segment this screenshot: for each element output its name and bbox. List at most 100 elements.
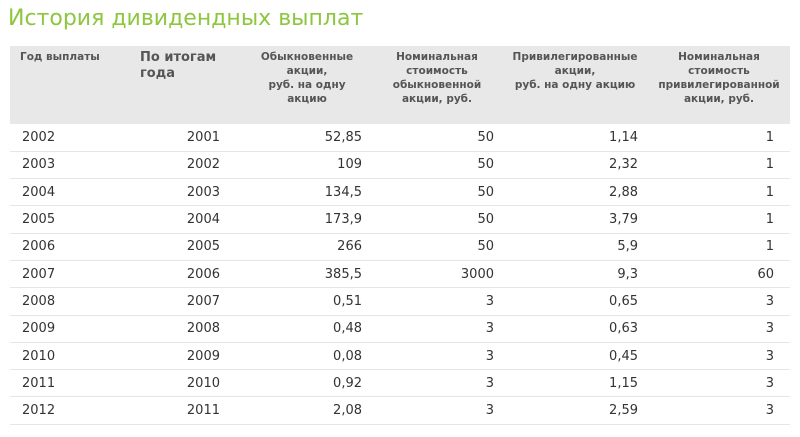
table-row: 2009 2008 0,48 3 0,63 3	[10, 315, 790, 343]
table-row: 2010 2009 0,08 3 0,45 3	[10, 342, 790, 371]
header-line: акцию	[287, 93, 327, 105]
cell-payment-year: 2003	[10, 151, 132, 180]
cell-common-nominal: 3	[372, 369, 502, 398]
table-row: 2006 2005 266 50 5,9 1	[10, 233, 790, 261]
cell-common-nominal: 50	[372, 151, 502, 180]
cell-preferred-dividend: 5,9	[502, 233, 648, 261]
table-row: 2012 2011 2,08 3 2,59 3	[10, 396, 790, 425]
cell-preferred-nominal: 3	[648, 396, 790, 425]
cell-common-dividend: 0,51	[242, 287, 372, 316]
table-row: 2007 2006 385,5 3000 9,3 60	[10, 260, 790, 289]
cell-common-nominal: 3	[372, 287, 502, 316]
header-line: Привилегированные	[512, 51, 638, 63]
cell-common-dividend: 173,9	[242, 205, 372, 234]
header-line: Обыкновенные	[260, 51, 354, 63]
header-common-nominal: Номинальная стоимость обыкновенной акции, р…	[372, 46, 502, 124]
header-line: стоимость	[406, 65, 468, 77]
header-line: Номинальная	[396, 51, 478, 63]
header-results-year: По итогам года	[132, 46, 242, 124]
cell-results-year: 2006	[132, 260, 242, 289]
table-header: Год выплаты По итогам года Обыкновенные ак…	[10, 46, 790, 124]
table-body: 2002 2001 52,85 50 1,14 1 2003 2002 109 50 2,32 1 20…	[10, 124, 790, 425]
cell-results-year: 2001	[132, 124, 242, 152]
header-line: руб. на одну	[268, 79, 346, 91]
cell-preferred-nominal: 1	[648, 205, 790, 234]
cell-common-nominal: 50	[372, 178, 502, 207]
cell-payment-year: 2006	[10, 233, 132, 261]
cell-preferred-nominal: 60	[648, 260, 790, 289]
cell-results-year: 2011	[132, 396, 242, 425]
cell-preferred-nominal: 3	[648, 342, 790, 371]
cell-preferred-dividend: 0,45	[502, 342, 648, 371]
cell-preferred-dividend: 1,14	[502, 124, 648, 152]
cell-payment-year: 2002	[10, 124, 132, 152]
cell-preferred-nominal: 1	[648, 178, 790, 207]
cell-preferred-nominal: 1	[648, 151, 790, 180]
cell-preferred-dividend: 9,3	[502, 260, 648, 289]
cell-preferred-nominal: 3	[648, 369, 790, 398]
cell-common-nominal: 50	[372, 124, 502, 152]
table-row: 2004 2003 134,5 50 2,88 1	[10, 178, 790, 207]
cell-common-dividend: 0,92	[242, 369, 372, 398]
table-row: 2002 2001 52,85 50 1,14 1	[10, 124, 790, 152]
header-line: руб. на одну акцию	[514, 79, 636, 91]
cell-common-dividend: 2,08	[242, 396, 372, 425]
cell-payment-year: 2005	[10, 205, 132, 234]
cell-common-nominal: 3	[372, 315, 502, 343]
cell-common-dividend: 134,5	[242, 178, 372, 207]
header-line: акции, руб.	[401, 93, 473, 105]
table-row: 2005 2004 173,9 50 3,79 1	[10, 205, 790, 234]
header-line: акции, руб.	[683, 93, 755, 105]
cell-preferred-dividend: 2,88	[502, 178, 648, 207]
cell-results-year: 2003	[132, 178, 242, 207]
cell-payment-year: 2010	[10, 342, 132, 371]
dividend-history-table-container: Год выплаты По итогам года Обыкновенные ак…	[10, 46, 790, 425]
cell-results-year: 2009	[132, 342, 242, 371]
header-common-dividend: Обыкновенные акции, руб. на одну акцию	[242, 46, 372, 124]
table-row: 2008 2007 0,51 3 0,65 3	[10, 287, 790, 316]
cell-preferred-nominal: 3	[648, 287, 790, 316]
cell-results-year: 2007	[132, 287, 242, 316]
cell-payment-year: 2011	[10, 369, 132, 398]
cell-payment-year: 2009	[10, 315, 132, 343]
page-title: История дивидендных выплат	[8, 6, 364, 31]
cell-preferred-dividend: 2,32	[502, 151, 648, 180]
cell-preferred-dividend: 0,65	[502, 287, 648, 316]
table-row: 2011 2010 0,92 3 1,15 3	[10, 369, 790, 398]
cell-common-nominal: 3000	[372, 260, 502, 289]
cell-common-dividend: 0,08	[242, 342, 372, 371]
header-preferred-nominal: Номинальная стоимость привилегированной акц…	[648, 46, 790, 124]
cell-payment-year: 2008	[10, 287, 132, 316]
cell-common-nominal: 3	[372, 396, 502, 425]
header-line: акции,	[554, 65, 596, 77]
cell-common-nominal: 50	[372, 205, 502, 234]
header-payment-year: Год выплаты	[10, 46, 132, 124]
cell-preferred-nominal: 1	[648, 233, 790, 261]
cell-preferred-nominal: 1	[648, 124, 790, 152]
table-row: 2003 2002 109 50 2,32 1	[10, 151, 790, 180]
dividend-history-table: Год выплаты По итогам года Обыкновенные ак…	[10, 46, 790, 425]
cell-common-dividend: 0,48	[242, 315, 372, 343]
cell-payment-year: 2007	[10, 260, 132, 289]
cell-common-nominal: 50	[372, 233, 502, 261]
cell-preferred-dividend: 0,63	[502, 315, 648, 343]
header-line: Год выплаты	[20, 51, 100, 63]
cell-results-year: 2004	[132, 205, 242, 234]
cell-results-year: 2008	[132, 315, 242, 343]
cell-results-year: 2002	[132, 151, 242, 180]
cell-preferred-nominal: 3	[648, 315, 790, 343]
header-line: обыкновенной	[392, 79, 482, 91]
cell-common-dividend: 266	[242, 233, 372, 261]
cell-preferred-dividend: 1,15	[502, 369, 648, 398]
header-line: года	[140, 66, 175, 81]
cell-common-dividend: 385,5	[242, 260, 372, 289]
cell-results-year: 2005	[132, 233, 242, 261]
header-line: стоимость	[688, 65, 750, 77]
cell-payment-year: 2004	[10, 178, 132, 207]
cell-payment-year: 2012	[10, 396, 132, 425]
cell-preferred-dividend: 2,59	[502, 396, 648, 425]
cell-preferred-dividend: 3,79	[502, 205, 648, 234]
header-line: Номинальная	[678, 51, 760, 63]
cell-common-dividend: 109	[242, 151, 372, 180]
header-line: привилегированной	[658, 79, 780, 91]
